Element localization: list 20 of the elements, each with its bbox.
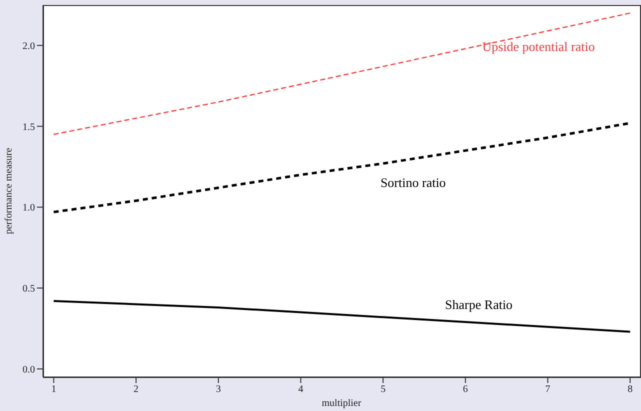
x-tick-label: 4 [298, 384, 304, 396]
x-tick-label: 1 [51, 384, 56, 396]
x-tick-label: 8 [628, 384, 633, 396]
line-series [53, 12, 631, 135]
y-tick-label: 1.0 [22, 202, 35, 214]
series-label: Sortino ratio [380, 174, 446, 190]
x-tick-label: 5 [380, 384, 386, 396]
x-tick-label: 2 [134, 384, 139, 396]
series-label: Upside potential ratio [482, 38, 595, 54]
y-tick-label: 0.5 [22, 284, 35, 295]
x-axis-title: multiplier [322, 398, 362, 409]
y-tick-label: 1.5 [22, 122, 35, 133]
x-tick-label: 6 [462, 384, 468, 396]
y-tick-label: 2.0 [22, 40, 35, 52]
x-tick-label: 3 [216, 384, 221, 396]
line-series [52, 300, 632, 333]
y-axis-title: performance measure [4, 147, 15, 234]
y-tick-label: 0.0 [22, 364, 35, 376]
series-label: Sharpe Ratio [445, 296, 513, 312]
x-tick-label: 7 [545, 384, 550, 396]
